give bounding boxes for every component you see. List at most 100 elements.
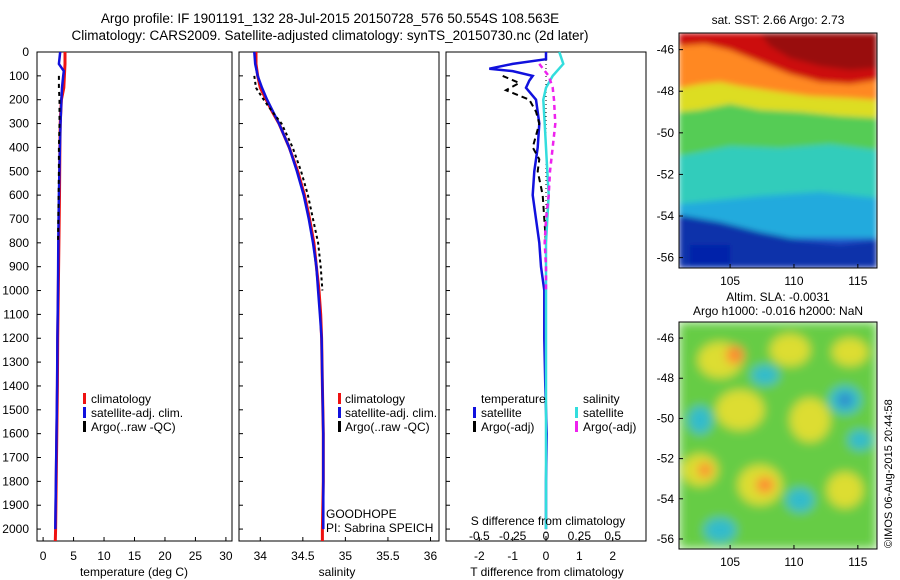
salinity-axes-frame: [238, 51, 440, 542]
difference-x-tick-label: -2: [474, 549, 485, 563]
difference-legend: temperature salinity satellite Argo(-adj…: [473, 392, 636, 434]
legend-label-t-argo: Argo(-adj): [481, 420, 534, 434]
sla-blob-yellow: [716, 390, 764, 430]
difference-x-label: T difference from climatology: [470, 565, 624, 579]
salinity-x-tick-label: 35.5: [376, 549, 400, 563]
temperature-axes-frame: [36, 51, 233, 542]
salinity-x-tick-label: 34: [254, 549, 268, 563]
sla-map-lon-tick-label: 115: [848, 555, 867, 569]
sst-map-lon-tick-label: 110: [784, 274, 803, 288]
legend-swatch-climatology: [338, 393, 341, 404]
depth-tick-label: 1500: [2, 403, 29, 417]
sla-blob-cyan: [848, 430, 872, 450]
depth-tick-label: 1300: [2, 355, 29, 369]
depth-tick-label: 1700: [2, 451, 29, 465]
sla-map-frame: [678, 321, 878, 550]
legend-label-argo: Argo(..raw -QC): [345, 420, 430, 434]
project-annotation: GOODHOPE: [326, 507, 397, 521]
series-satellite: [542, 51, 565, 530]
figure-title-line1: Argo profile: IF 1901191_132 28-Jul-2015…: [100, 11, 560, 26]
legend-swatch-argo: [83, 421, 86, 432]
sla-blob-blue: [839, 394, 851, 406]
legend-swatch-s-satellite: [575, 407, 578, 418]
series-satellite-adj-clim: [54, 51, 66, 530]
depth-tick-label: 1100: [3, 307, 29, 321]
legend-header-salinity: salinity: [583, 392, 620, 406]
salinity-x-tick-label: 36: [424, 549, 438, 563]
sla-map-title-line2: Argo h1000: -0.016 h2000: NaN: [693, 304, 863, 318]
depth-tick-label: 900: [9, 260, 29, 274]
sst-heatmap: [679, 33, 877, 268]
sst-map-lat-tick-label: -56: [657, 251, 675, 265]
series-argo-raw-qc: [253, 75, 324, 291]
sla-map-lat-tick-label: -50: [657, 411, 675, 425]
temperature-legend: climatology satellite-adj. clim. Argo(..…: [83, 392, 183, 434]
depth-tick-label: 1000: [2, 284, 29, 298]
temperature-x-tick-label: 20: [158, 549, 172, 563]
difference-x-tick-label: 0: [543, 549, 550, 563]
s-difference-tick-label: 0.25: [568, 529, 592, 543]
legend-label-argo: Argo(..raw -QC): [91, 420, 176, 434]
temperature-x-label: temperature (deg C): [80, 565, 188, 579]
sst-band-darkred: [760, 33, 877, 70]
legend-label-s-argo: Argo(-adj): [583, 420, 636, 434]
temperature-x-tick-label: 25: [189, 549, 203, 563]
depth-tick-label: 300: [9, 117, 29, 131]
sst-map-lat-tick-label: -46: [657, 43, 675, 57]
depth-tick-label: 500: [9, 164, 29, 178]
s-difference-tick-label: -0.25: [499, 529, 527, 543]
s-difference-tick-label: 0.5: [604, 529, 621, 543]
legend-swatch-satellite: [83, 407, 86, 418]
pi-annotation: PI: Sabrina SPEICH: [326, 521, 433, 535]
legend-swatch-t-argo: [473, 421, 476, 432]
temperature-x-tick-label: 30: [219, 549, 233, 563]
sla-map-lat-tick-label: -46: [657, 331, 675, 345]
depth-tick-label: 100: [9, 69, 29, 83]
sla-blob-cyan: [704, 518, 736, 542]
sla-blob-yellow: [827, 472, 863, 508]
difference-x-tick-label: -1: [507, 549, 518, 563]
depth-tick-label: 600: [9, 188, 29, 202]
sst-map-title: sat. SST: 2.66 Argo: 2.73: [712, 13, 845, 27]
legend-header-temperature: temperature: [481, 392, 546, 406]
difference-x-tick-label: 2: [609, 549, 616, 563]
sla-heatmap: [679, 322, 877, 549]
salinity-x-tick-label: 35: [339, 549, 353, 563]
sst-map-lat-tick-label: -52: [657, 167, 675, 181]
depth-tick-label: 1200: [2, 331, 29, 345]
s-difference-tick-label: -0.5: [469, 529, 490, 543]
depth-tick-label: 0: [22, 45, 29, 59]
sst-map-frame: [678, 32, 878, 269]
s-difference-label: S difference from climatology: [471, 514, 626, 528]
series-satellite-adj-clim: [253, 51, 325, 530]
sla-map-lat-tick-label: -52: [657, 452, 675, 466]
sla-blob-cyan: [751, 365, 779, 385]
sla-map-lon-tick-label: 110: [784, 555, 803, 569]
sla-blob-orange: [726, 346, 744, 364]
figure-title-line2: Climatology: CARS2009. Satellite-adjuste…: [71, 28, 589, 43]
sla-map-lat-tick-label: -48: [657, 371, 675, 385]
sla-blob-orange: [698, 463, 712, 477]
sla-blob-yellow: [770, 334, 810, 366]
series-climatology: [254, 52, 325, 541]
sst-map-lat-tick-label: -48: [657, 84, 675, 98]
sla-map-lat-tick-label: -54: [657, 492, 675, 506]
sst-map-lon-tick-label: 105: [720, 274, 740, 288]
sla-blob-yellow: [832, 338, 868, 366]
salinity-x-tick-label: 34.5: [291, 549, 315, 563]
temperature-x-tick-label: 15: [128, 549, 142, 563]
salinity-x-label: salinity: [319, 565, 356, 579]
depth-tick-label: 1800: [2, 474, 29, 488]
depth-tick-label: 200: [9, 93, 29, 107]
legend-label-climatology: climatology: [91, 392, 151, 406]
legend-swatch-argo: [338, 421, 341, 432]
legend-swatch-satellite: [338, 407, 341, 418]
legend-swatch-s-argo: [575, 421, 578, 432]
depth-tick-label: 800: [9, 236, 29, 250]
series-argo-adj: [502, 74, 547, 243]
sla-blob-yellow: [790, 398, 830, 442]
legend-label-satellite: satellite-adj. clim.: [345, 406, 437, 420]
sla-map-lat-tick-label: -56: [657, 532, 675, 546]
legend-swatch-t-satellite: [473, 407, 476, 418]
